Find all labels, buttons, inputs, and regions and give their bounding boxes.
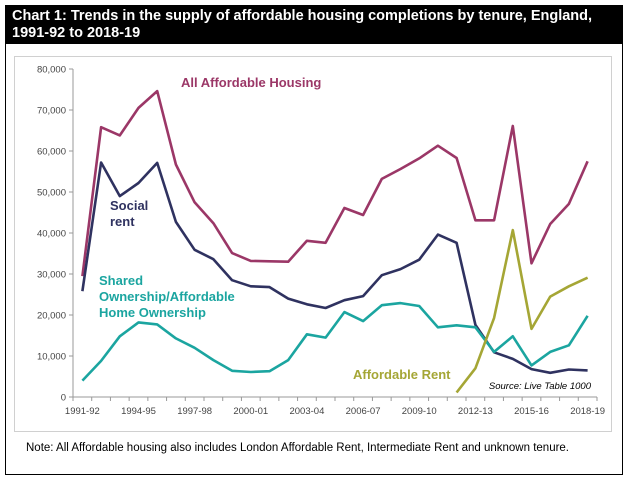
series-line-4 <box>455 228 589 394</box>
y-tick-label: 30,000 <box>37 270 66 281</box>
y-tick-label: 50,000 <box>37 188 66 199</box>
x-tick-label: 1991-92 <box>65 406 100 417</box>
chart-frame: Chart 1: Trends in the supply of afforda… <box>5 5 623 475</box>
y-tick-label: 0 <box>61 393 66 404</box>
series-label-1: All Affordable Housing <box>181 75 321 90</box>
series-line-1 <box>81 89 589 277</box>
x-tick-label: 2000-01 <box>233 406 268 417</box>
line-chart: 0 10,000 20,000 30,000 40,000 50,000 60,000 70,… <box>37 65 605 418</box>
x-tick-label: 2003-04 <box>289 406 324 417</box>
source-annotation: Source: Live Table 1000 <box>489 381 592 392</box>
plot-area: 0 10,000 20,000 30,000 40,000 50,000 60,000 70,… <box>14 56 612 432</box>
y-tick-label: 80,000 <box>37 65 66 76</box>
x-tick-label: 2015-16 <box>514 406 549 417</box>
chart-title: Chart 1: Trends in the supply of afforda… <box>6 6 622 44</box>
y-tick-label: 10,000 <box>37 352 66 363</box>
y-tick-label: 70,000 <box>37 106 66 117</box>
x-tick-label: 2018-19 <box>570 406 605 417</box>
y-tick-label: 40,000 <box>37 229 66 240</box>
y-tick-label: 60,000 <box>37 147 66 158</box>
x-tick-label: 2006-07 <box>346 406 381 417</box>
x-tick-label: 1994-95 <box>121 406 156 417</box>
y-tick-label: 20,000 <box>37 311 66 322</box>
x-tick-label: 2012-13 <box>458 406 493 417</box>
chart-note: Note: All Affordable housing also includ… <box>26 442 570 454</box>
x-tick-label: 2009-10 <box>402 406 437 417</box>
x-tick-label: 1997-98 <box>177 406 212 417</box>
series-label-3: Shared Ownership/Affordable Home Ownership <box>99 273 235 320</box>
series-label-4: Affordable Rent <box>353 367 451 382</box>
series-line-3 <box>81 301 589 382</box>
series-label-2: Social rent <box>110 198 148 229</box>
series-line-2 <box>81 161 588 375</box>
